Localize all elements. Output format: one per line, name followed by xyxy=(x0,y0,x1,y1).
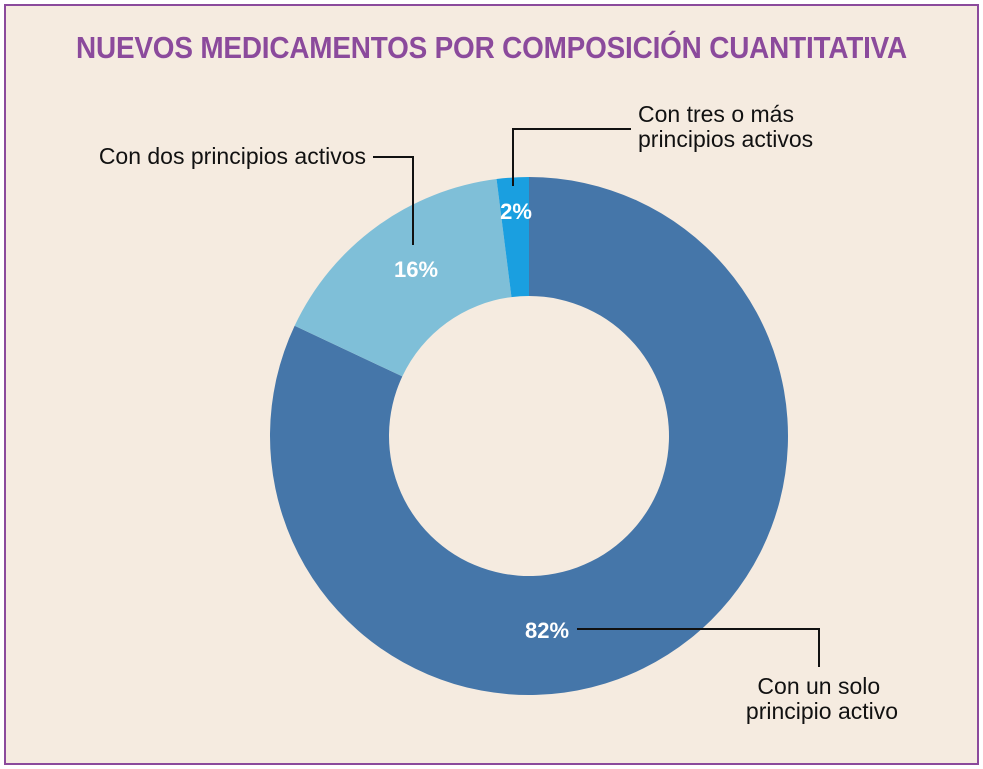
value-label-three-active: 2% xyxy=(500,199,532,224)
leader-line-one-active xyxy=(577,628,820,667)
leader-lines xyxy=(373,128,820,667)
chart-title: NUEVOS MEDICAMENTOS POR COMPOSICIÓN CUAN… xyxy=(76,30,907,65)
slice-three-active xyxy=(496,177,529,298)
leader-line-two-active xyxy=(373,156,414,245)
slice-one-active xyxy=(270,177,788,696)
slice-labels: 82% 16% 2% Con un solo principio activo … xyxy=(99,101,898,724)
slice-two-active xyxy=(294,179,512,377)
value-label-one-active: 82% xyxy=(525,618,569,643)
value-label-two-active: 16% xyxy=(394,257,438,282)
leader-line-three-active xyxy=(512,128,631,186)
category-label-one-active: Con un solo principio activo xyxy=(746,673,898,724)
category-label-two-active: Con dos principios activos xyxy=(99,143,366,169)
category-label-three-active: Con tres o más principios activos xyxy=(638,101,813,152)
donut-slices xyxy=(270,177,788,696)
